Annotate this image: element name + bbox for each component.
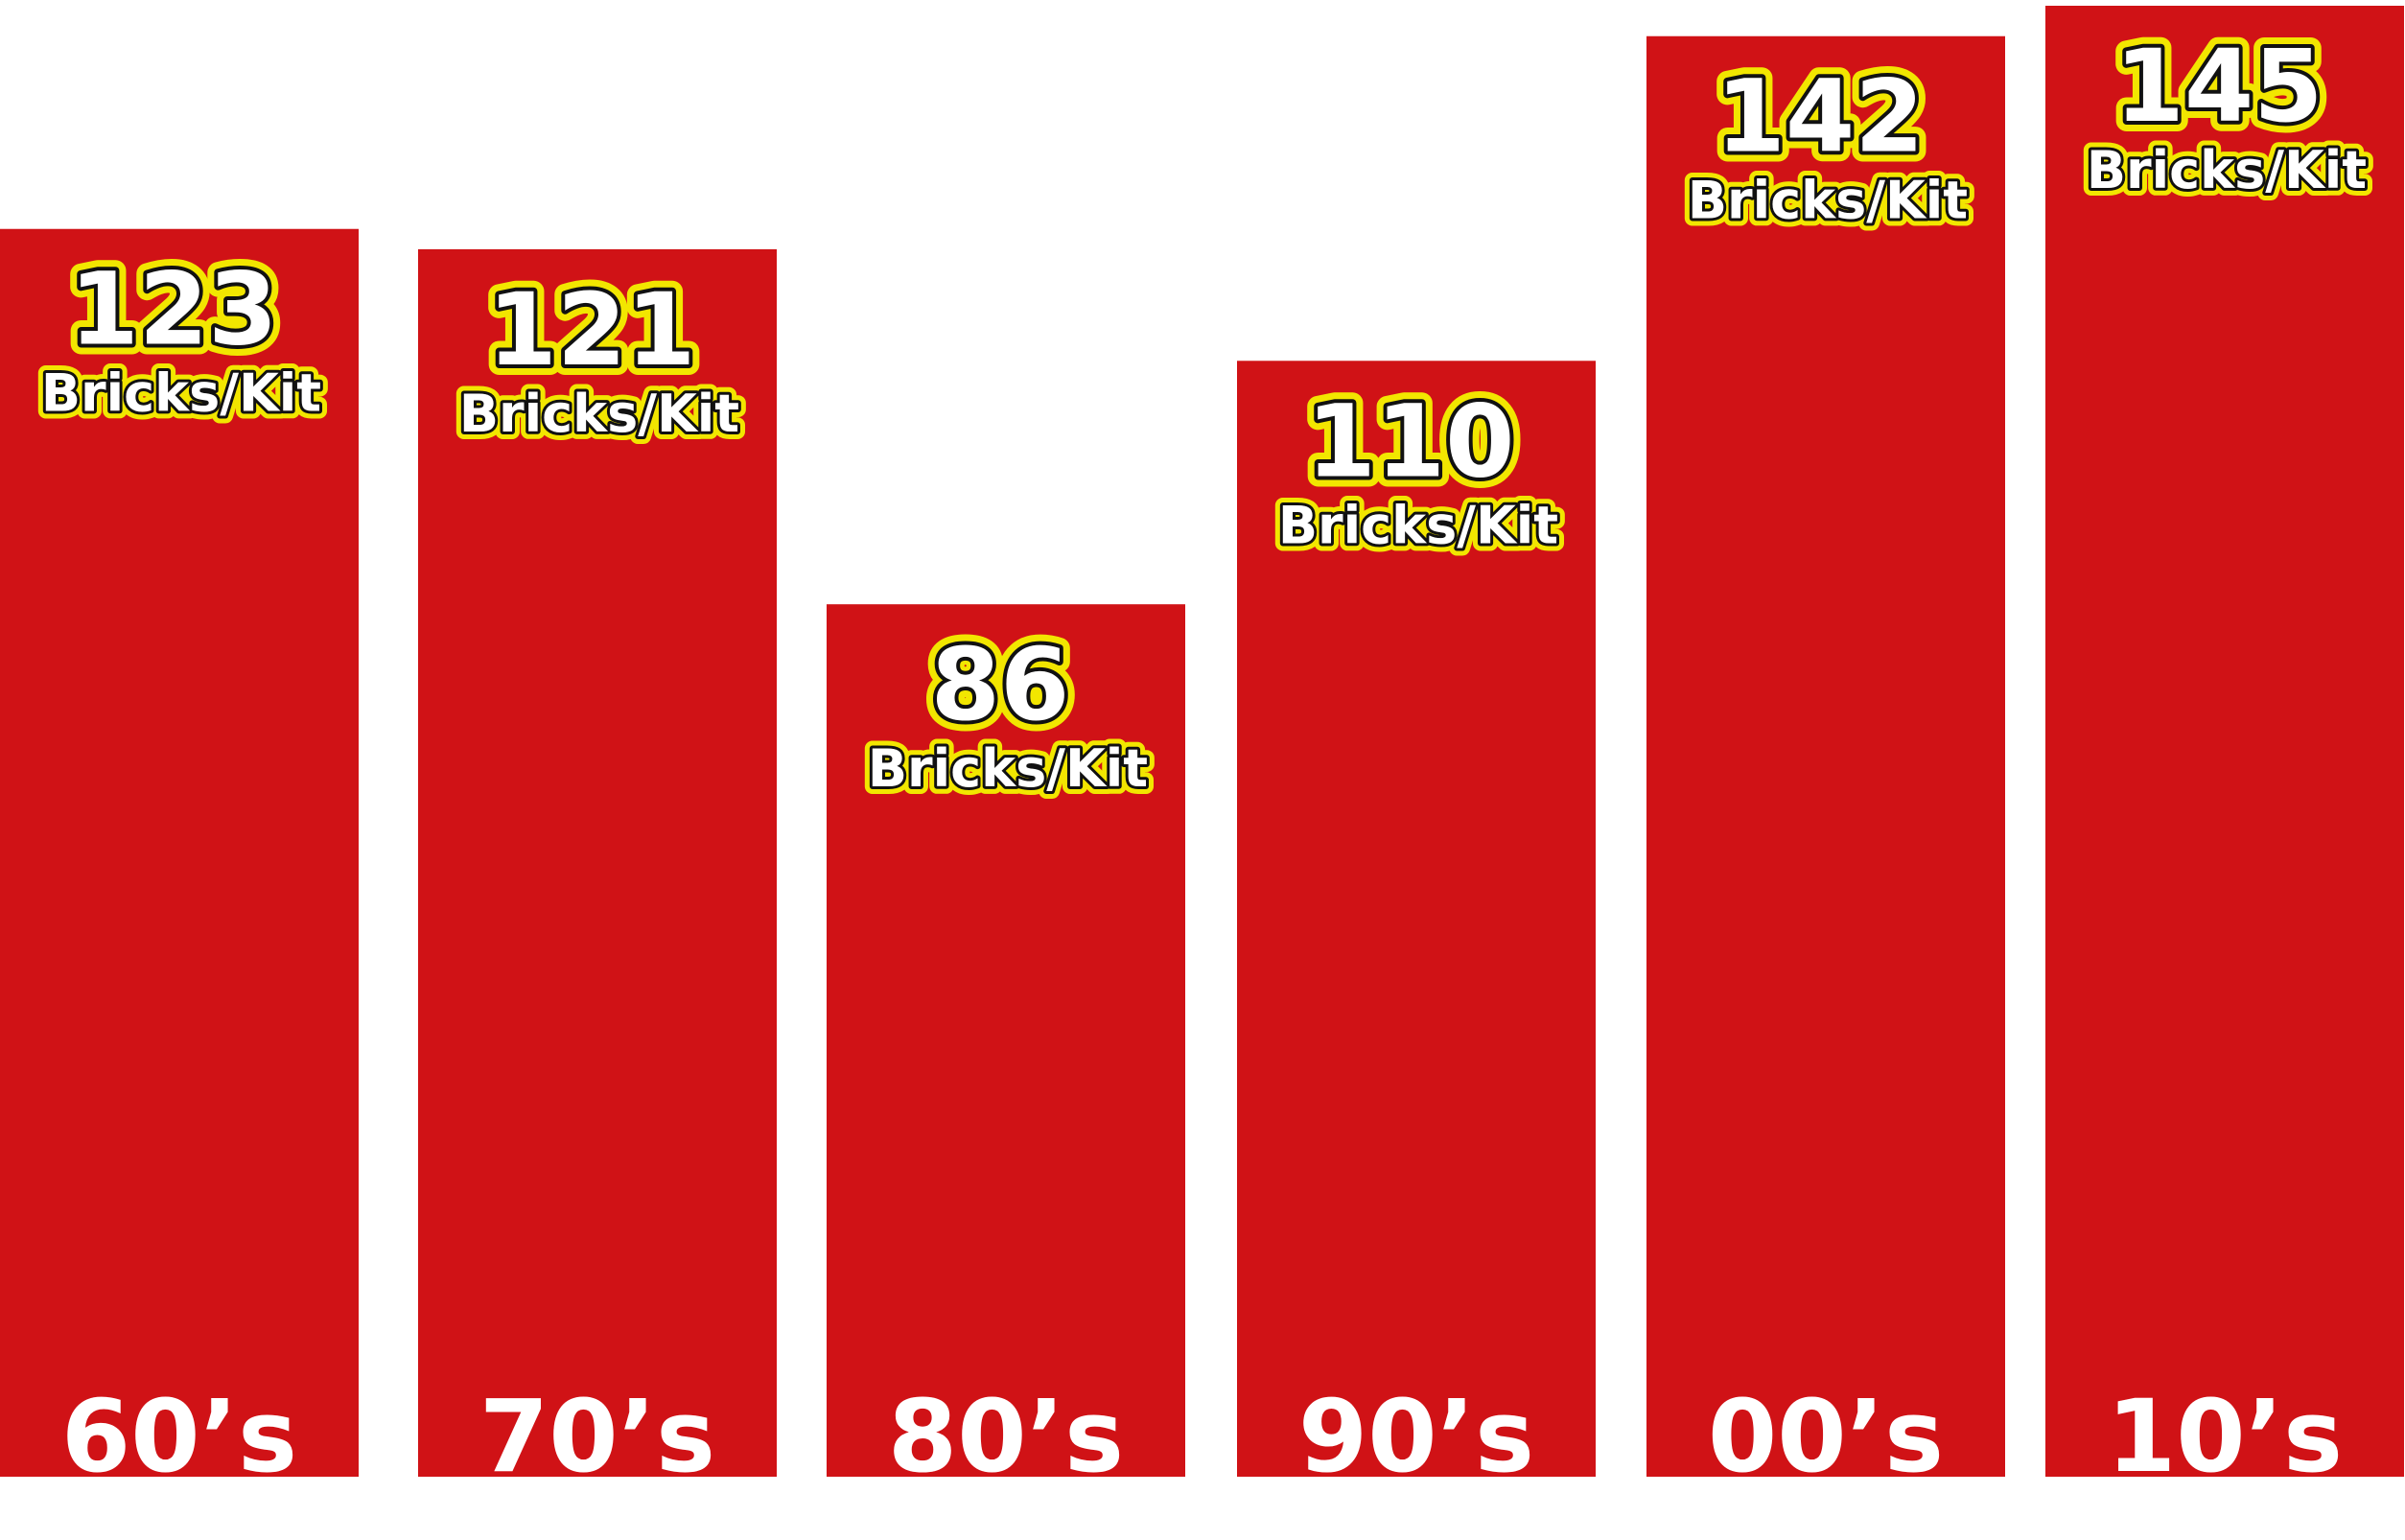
bar-unit-label-1-text: Bricks/Kit xyxy=(459,384,739,444)
bar-value-label-3-text: 110 xyxy=(1306,383,1514,500)
bar-value-label-4-text: 142 xyxy=(1716,58,1924,175)
category-label-0: 60’s xyxy=(61,1378,297,1495)
bar-unit-label-2-text: Bricks/Kit xyxy=(868,738,1148,799)
bar-value-label-0-outline: 123 xyxy=(69,251,277,368)
bar-value-label-4-outline: 142 xyxy=(1716,58,1924,175)
category-label-2: 80’s xyxy=(888,1378,1124,1495)
bar-value-label-5-outline: 145 xyxy=(2114,28,2323,145)
bar-unit-label-4-text: Bricks/Kit xyxy=(1688,171,1968,231)
category-label-3: 90’s xyxy=(1298,1378,1534,1495)
bar-unit-label-3-text: Bricks/Kit xyxy=(1278,495,1558,555)
bar-value-label-2-outline: 86 xyxy=(931,626,1070,743)
bar-1 xyxy=(418,248,777,1477)
bar-unit-label-0-text: Bricks/Kit xyxy=(41,363,321,424)
bar-unit-label-3-outline: Bricks/Kit xyxy=(1278,495,1558,555)
bar-unit-label-4-outline: Bricks/Kit xyxy=(1688,171,1968,231)
bar-unit-label-0-outline: Bricks/Kit xyxy=(41,363,321,424)
bar-5 xyxy=(2045,6,2404,1477)
bar-2 xyxy=(827,604,1185,1477)
bars-layer xyxy=(0,6,2404,1478)
category-label-5: 10’s xyxy=(2107,1378,2343,1495)
bar-unit-label-5-text: Bricks/Kit xyxy=(2087,140,2367,200)
bar-unit-label-5-outline: Bricks/Kit xyxy=(2087,140,2367,200)
bar-value-label-0-text: 123 xyxy=(69,251,277,368)
bar-value-label-2-text: 86 xyxy=(931,626,1070,743)
bar-value-label-1-text: 121 xyxy=(487,271,695,388)
category-label-4: 00’s xyxy=(1708,1378,1944,1495)
bar-0 xyxy=(0,228,359,1477)
bar-unit-label-2-outline: Bricks/Kit xyxy=(868,738,1148,799)
bar-4 xyxy=(1646,35,2005,1478)
bar-3 xyxy=(1237,361,1596,1477)
labels-layer: 123123Bricks/KitBricks/Kit60’s121121Bric… xyxy=(34,17,2374,1495)
bar-value-label-5-text: 145 xyxy=(2114,28,2323,145)
bar-value-label-3-outline: 110 xyxy=(1306,383,1514,500)
category-label-1: 70’s xyxy=(479,1378,715,1495)
bar-unit-label-1-outline: Bricks/Kit xyxy=(459,384,739,444)
bar-value-label-1-outline: 121 xyxy=(487,271,695,388)
